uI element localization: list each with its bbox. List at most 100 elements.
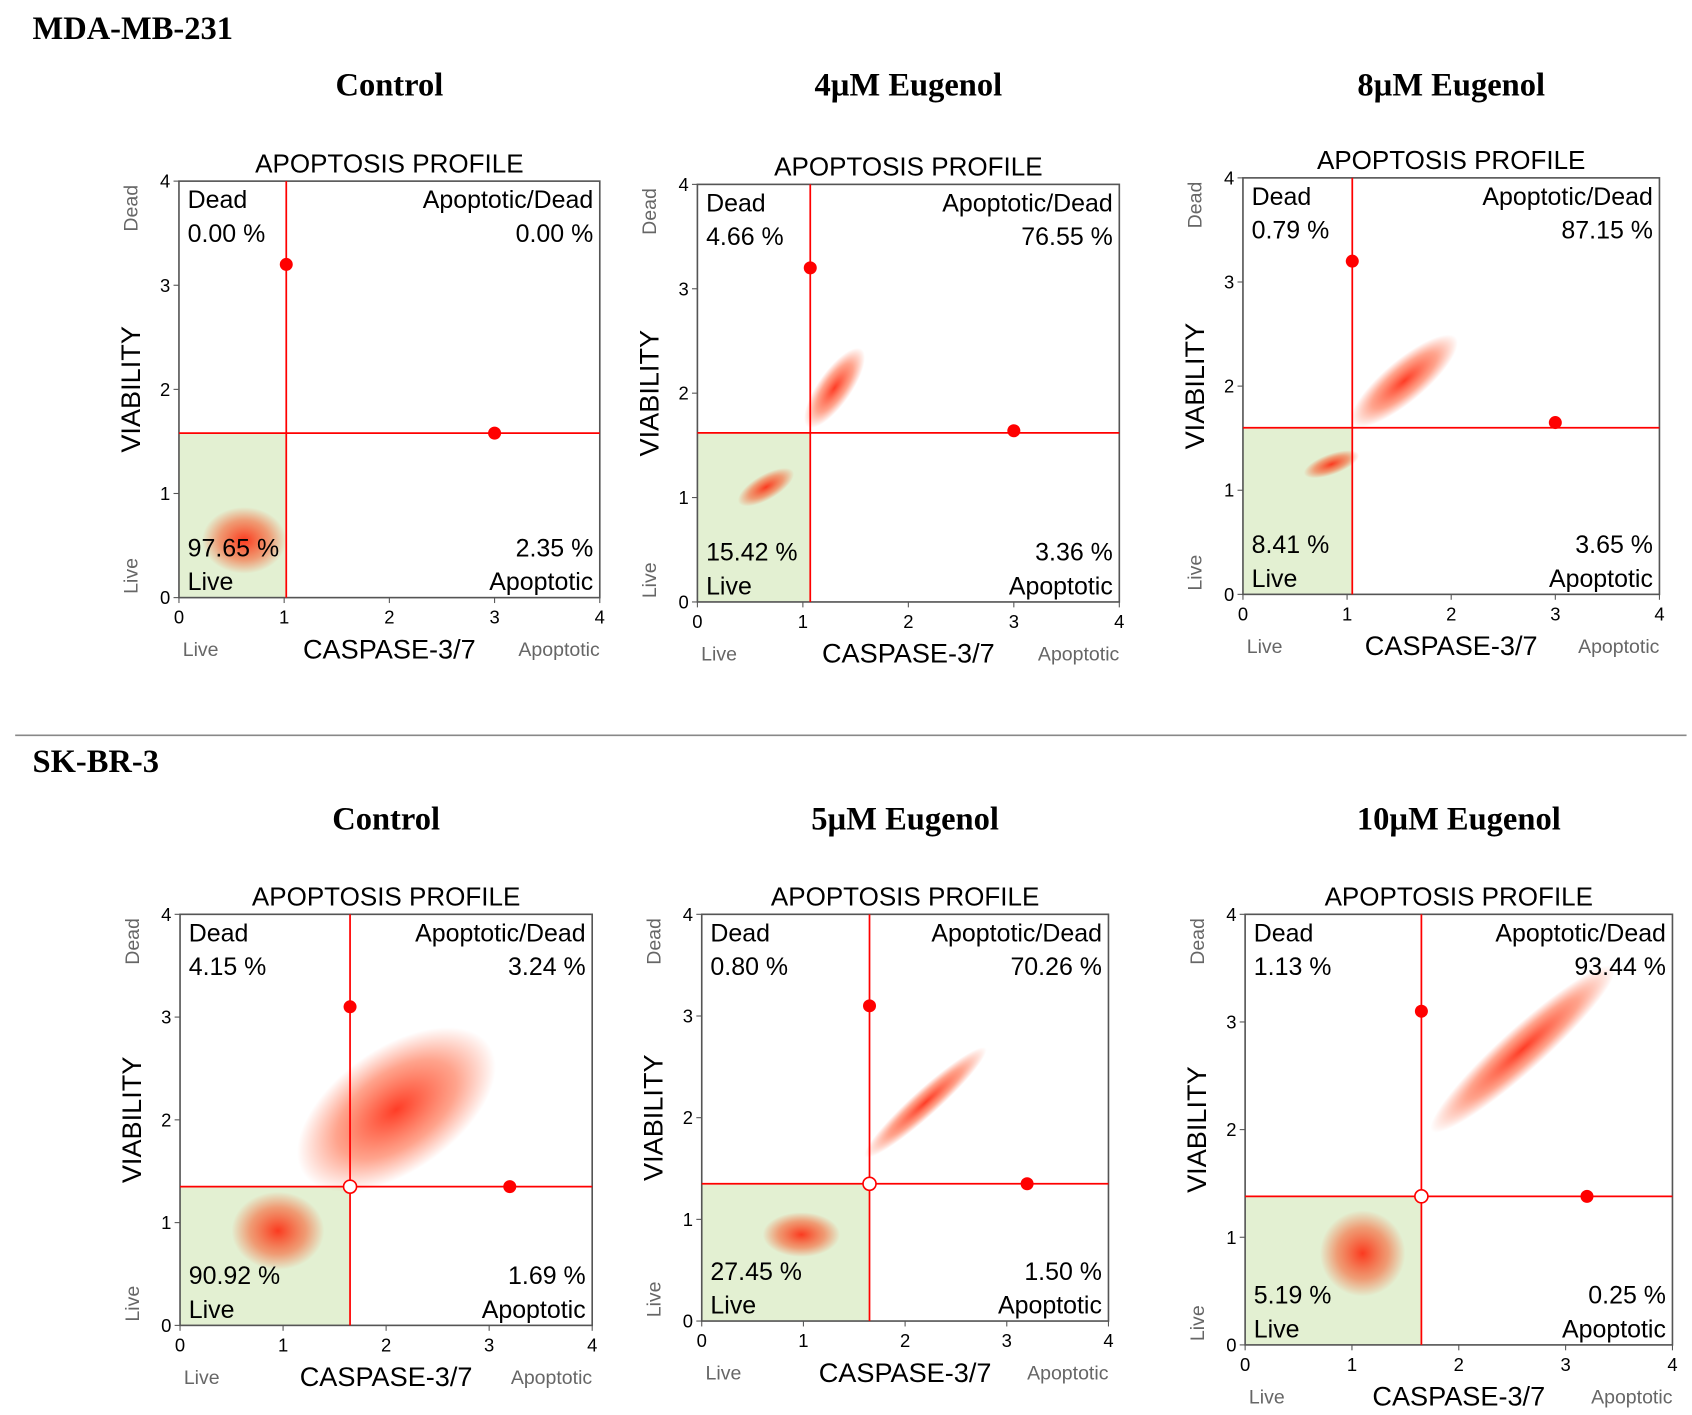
x-tick-label: 3 <box>484 1334 494 1355</box>
x-right-label: Apoptotic <box>511 1367 593 1389</box>
x-tick-label: 0 <box>175 1334 185 1355</box>
cell-cloud <box>737 467 795 507</box>
cell-cloud <box>1430 965 1616 1133</box>
x-tick-label: 1 <box>1347 1354 1357 1375</box>
quadrant-value: 2.35 % <box>516 534 594 562</box>
x-left-label: Live <box>1247 636 1283 658</box>
x-tick-label: 4 <box>1667 1354 1677 1375</box>
y-tick-label: 1 <box>683 1209 693 1230</box>
y-tick-label: 4 <box>683 904 693 925</box>
clusters <box>762 1047 987 1257</box>
panel: 8µM Eugenol APOPTOSIS PROFILE 0 1 2 3 4 0 1 2 3 4 CA… <box>1179 67 1665 661</box>
x-tick-label: 0 <box>1238 603 1248 624</box>
condition-title: Control <box>335 67 443 103</box>
x-right-label: Apoptotic <box>1038 644 1120 666</box>
cell-cloud <box>231 1191 325 1270</box>
gate-handle <box>343 1000 357 1014</box>
clusters <box>737 347 865 507</box>
quadrant-value: 8.41 % <box>1252 531 1330 559</box>
x-axis-label: CASPASE-3/7 <box>819 1357 992 1388</box>
quadrant-value: 4.15 % <box>189 953 267 981</box>
gate-handle <box>1007 424 1021 438</box>
plot-title: APOPTOSIS PROFILE <box>1325 882 1593 912</box>
cell-cloud <box>297 1027 496 1192</box>
y-tick-label: 3 <box>160 275 170 296</box>
y-tick-label: 3 <box>683 1006 693 1027</box>
quadrant-name: Dead <box>189 919 249 947</box>
y-tick-label: 1 <box>161 1212 171 1233</box>
quadrant-name: Apoptotic <box>1562 1315 1666 1343</box>
y-tick-label: 3 <box>161 1007 171 1028</box>
live-gate <box>697 432 811 602</box>
x-axis-label: CASPASE-3/7 <box>303 633 476 664</box>
y-tick-label: 1 <box>1224 480 1234 501</box>
quadrant-name: Live <box>188 568 234 596</box>
gate-center <box>862 1176 877 1192</box>
quadrant-value: 27.45 % <box>710 1258 802 1286</box>
quadrant-value: 5.19 % <box>1254 1282 1332 1310</box>
condition-title: 5µM Eugenol <box>811 802 999 838</box>
panel: Control APOPTOSIS PROFILE 0 1 2 3 4 0 1 2 3 4 CASPAS… <box>116 802 597 1392</box>
x-right-label: Apoptotic <box>518 639 600 661</box>
y-tick-label: 2 <box>161 1109 171 1130</box>
y-axis-label: VIABILITY <box>115 326 146 453</box>
quadrant-name: Apoptotic <box>482 1296 586 1324</box>
x-left-label: Live <box>706 1363 742 1385</box>
quadrant-value: 0.00 % <box>188 220 266 248</box>
gate-handle <box>863 999 877 1013</box>
x-tick-label: 4 <box>595 607 605 628</box>
condition-title: 10µM Eugenol <box>1357 802 1561 838</box>
cell-cloud <box>804 347 865 428</box>
gate-handle <box>488 426 502 440</box>
x-left-label: Live <box>1249 1386 1285 1408</box>
y-tick-label: 0 <box>678 591 688 612</box>
cell-cloud <box>202 507 287 574</box>
clusters <box>231 1027 496 1270</box>
x-tick-label: 4 <box>1114 611 1124 632</box>
quadrant-name: Dead <box>710 919 770 947</box>
plot-title: APOPTOSIS PROFILE <box>255 148 523 178</box>
x-tick-label: 2 <box>1454 1354 1464 1375</box>
y-bottom-label: Live <box>121 558 143 594</box>
quadrant-value: 0.80 % <box>710 953 788 981</box>
quadrant-value: 87.15 % <box>1561 217 1653 245</box>
clusters <box>1303 334 1458 479</box>
quadrant-name: Apoptotic/Dead <box>1495 919 1666 947</box>
y-tick-label: 2 <box>160 379 170 400</box>
quadrant-value: 4.66 % <box>706 223 784 251</box>
quadrant-name: Apoptotic/Dead <box>1482 183 1653 211</box>
y-axis-label: VIABILITY <box>633 330 664 457</box>
quadrant-name: Live <box>1252 565 1298 593</box>
quadrant-name: Apoptotic <box>1549 565 1653 593</box>
x-tick-label: 1 <box>278 1334 288 1355</box>
gate-handle <box>1414 1004 1428 1018</box>
y-top-label: Dead <box>644 918 666 965</box>
quadrant-name: Apoptotic/Dead <box>942 189 1113 217</box>
y-bottom-label: Live <box>1185 555 1207 591</box>
y-tick-label: 3 <box>1224 272 1234 293</box>
x-tick-label: 3 <box>489 607 499 628</box>
x-left-label: Live <box>184 1367 220 1389</box>
quadrant-value: 0.00 % <box>516 220 594 248</box>
x-axis-label: CASPASE-3/7 <box>1372 1381 1545 1412</box>
gate-center <box>1414 1189 1429 1204</box>
plot-title: APOPTOSIS PROFILE <box>1317 145 1585 175</box>
quadrant-name: Apoptotic/Dead <box>423 186 594 214</box>
y-tick-label: 0 <box>161 1315 171 1336</box>
x-tick-label: 0 <box>697 1330 707 1351</box>
y-axis-label: VIABILITY <box>1181 1066 1212 1193</box>
plot-title: APOPTOSIS PROFILE <box>252 882 520 912</box>
quadrant-name: Dead <box>1252 183 1312 211</box>
x-axis-label: CASPASE-3/7 <box>300 1361 473 1392</box>
y-axis-label: VIABILITY <box>116 1057 147 1184</box>
panel: 5µM Eugenol APOPTOSIS PROFILE 0 1 2 3 4 0 1 2 3 4 CA… <box>638 802 1114 1388</box>
quadrant-name: Dead <box>188 186 248 214</box>
y-top-label: Dead <box>639 188 661 235</box>
y-top-label: Dead <box>1187 918 1209 965</box>
cell-cloud <box>1319 1210 1406 1297</box>
y-tick-label: 0 <box>1224 584 1234 605</box>
y-bottom-label: Live <box>1187 1305 1209 1341</box>
clusters <box>202 507 287 574</box>
